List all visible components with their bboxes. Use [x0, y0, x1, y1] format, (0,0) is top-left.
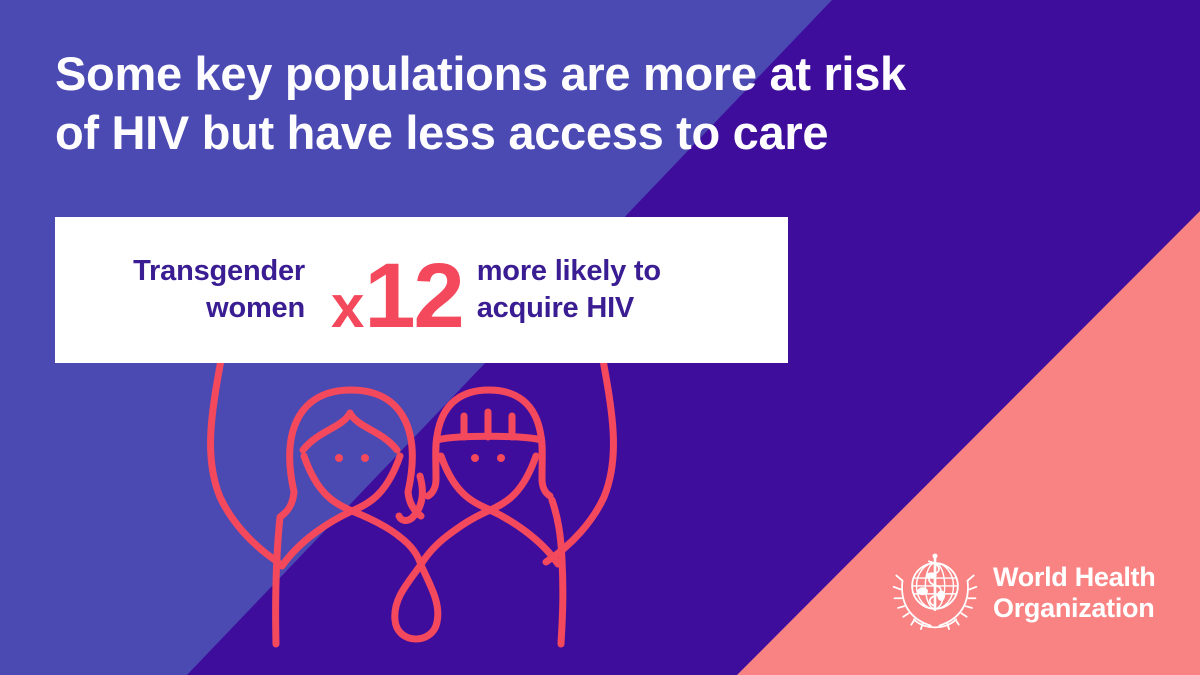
stat-sign: Transgender women x 12 more likely to acq… [55, 217, 788, 363]
outcome-line-1: more likely to [476, 255, 661, 287]
multiplier-prefix: x [331, 272, 365, 340]
multiplier-value: 12 [364, 244, 464, 347]
left-figure-arm [207, 356, 282, 566]
who-wordmark-line-1: World Health [993, 562, 1156, 592]
right-figure [395, 356, 617, 648]
right-figure-eye [497, 454, 505, 462]
headline-line-1: Some key populations are more at risk [55, 47, 906, 100]
who-wordmark-line-2: Organization [993, 593, 1155, 623]
left-figure-fringe [299, 409, 401, 454]
right-figure-eye [471, 454, 479, 462]
right-figure-face-line [437, 452, 562, 568]
left-figure-face-and-loop [300, 452, 540, 643]
population-line-1: Transgender [133, 255, 305, 287]
who-wordmark: World Health Organization [993, 562, 1156, 624]
left-figure-eye [335, 454, 343, 462]
outcome-label: more likely to acquire HIV [477, 253, 661, 327]
headline: Some key populations are more at risk of… [55, 44, 906, 162]
left-figure [207, 356, 540, 648]
right-figure-arm [542, 356, 617, 566]
left-figure-eye [361, 454, 369, 462]
population-line-2: women [206, 292, 305, 324]
who-emblem-icon [892, 553, 978, 630]
between-hair-strand [395, 472, 426, 524]
who-logo: World Health Organization [891, 548, 1156, 638]
outcome-line-2: acquire HIV [476, 292, 635, 324]
right-figure-torso [548, 496, 567, 648]
right-figure-hair [424, 386, 554, 500]
left-figure-face-line [278, 452, 404, 570]
multiplier: x 12 [331, 244, 465, 347]
population-label: Transgender women [75, 253, 305, 327]
left-figure-hair-torso [272, 386, 425, 648]
headline-line-2: of HIV but have less access to care [55, 106, 829, 159]
